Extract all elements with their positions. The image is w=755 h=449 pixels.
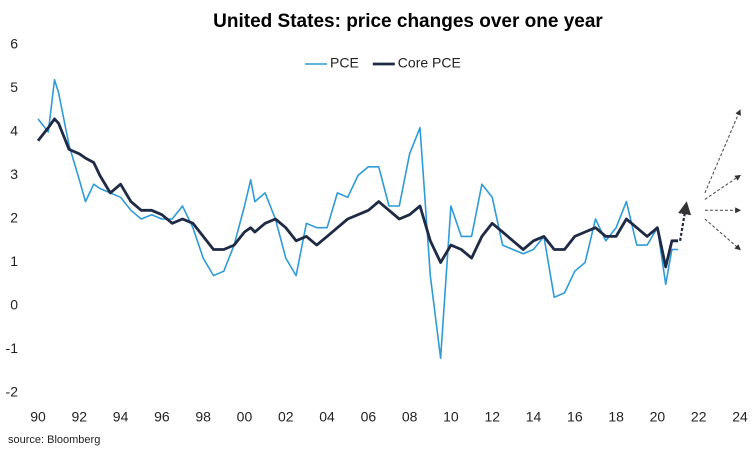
x-tick-label: 02 — [278, 409, 294, 425]
projection-arrow — [704, 109, 741, 194]
x-tick-label: 22 — [691, 409, 707, 425]
y-tick-label: 1 — [10, 253, 18, 269]
x-tick-label: 98 — [195, 409, 211, 425]
y-tick-label: 3 — [10, 166, 18, 182]
y-tick-label: 0 — [10, 297, 18, 313]
x-tick-label: 20 — [650, 409, 666, 425]
x-tick-label: 00 — [237, 409, 253, 425]
y-tick-label: -1 — [6, 340, 19, 356]
series-line — [37, 79, 679, 359]
x-tick-label: 92 — [72, 409, 88, 425]
projection-arrow — [678, 201, 692, 241]
x-tick-label: 94 — [113, 409, 129, 425]
x-tick-label: 04 — [319, 409, 335, 425]
projection-arrow — [704, 174, 741, 200]
projection-arrow — [704, 218, 741, 251]
x-tick-label: 10 — [443, 409, 459, 425]
x-tick-label: 18 — [608, 409, 624, 425]
x-tick-label: 90 — [30, 409, 46, 425]
chart-title: United States: price changes over one ye… — [213, 11, 603, 32]
source-note: source: Bloomberg — [8, 434, 100, 446]
y-tick-label: 4 — [10, 123, 18, 139]
x-tick-label: 96 — [154, 409, 170, 425]
x-tick-label: 14 — [526, 409, 542, 425]
y-tick-label: -2 — [6, 384, 19, 400]
y-tick-label: 6 — [10, 36, 18, 52]
x-tick-label: 12 — [484, 409, 500, 425]
legend: PCE Core PCE — [305, 55, 461, 71]
x-tick-label: 08 — [402, 409, 418, 425]
x-tick-label: 06 — [361, 409, 377, 425]
legend-label: PCE — [330, 55, 359, 71]
y-tick-label: 5 — [10, 79, 18, 95]
y-tick-label: 2 — [10, 210, 18, 226]
x-tick-label: 24 — [732, 409, 748, 425]
series-line — [36, 117, 679, 269]
legend-label: Core PCE — [398, 55, 461, 71]
x-tick-label: 16 — [567, 409, 583, 425]
